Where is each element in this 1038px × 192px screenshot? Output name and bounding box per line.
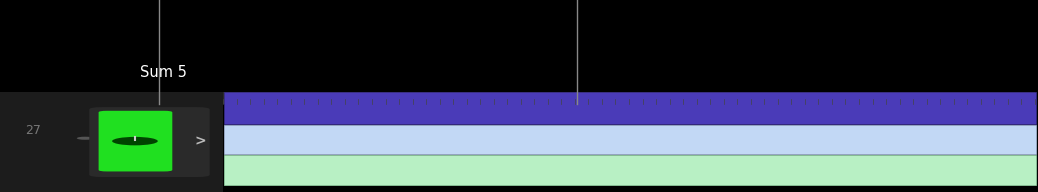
Text: Sum 5: Sum 5 bbox=[140, 65, 187, 80]
Text: 27: 27 bbox=[25, 124, 42, 137]
Circle shape bbox=[112, 137, 158, 145]
FancyBboxPatch shape bbox=[99, 111, 172, 171]
Bar bbox=[0, 92, 223, 192]
Text: >: > bbox=[194, 134, 207, 148]
Bar bbox=[224, 155, 1036, 185]
Circle shape bbox=[77, 137, 93, 140]
Bar bbox=[224, 92, 1036, 124]
Bar bbox=[224, 125, 1036, 154]
FancyBboxPatch shape bbox=[89, 107, 210, 177]
Bar bbox=[223, 92, 1035, 104]
